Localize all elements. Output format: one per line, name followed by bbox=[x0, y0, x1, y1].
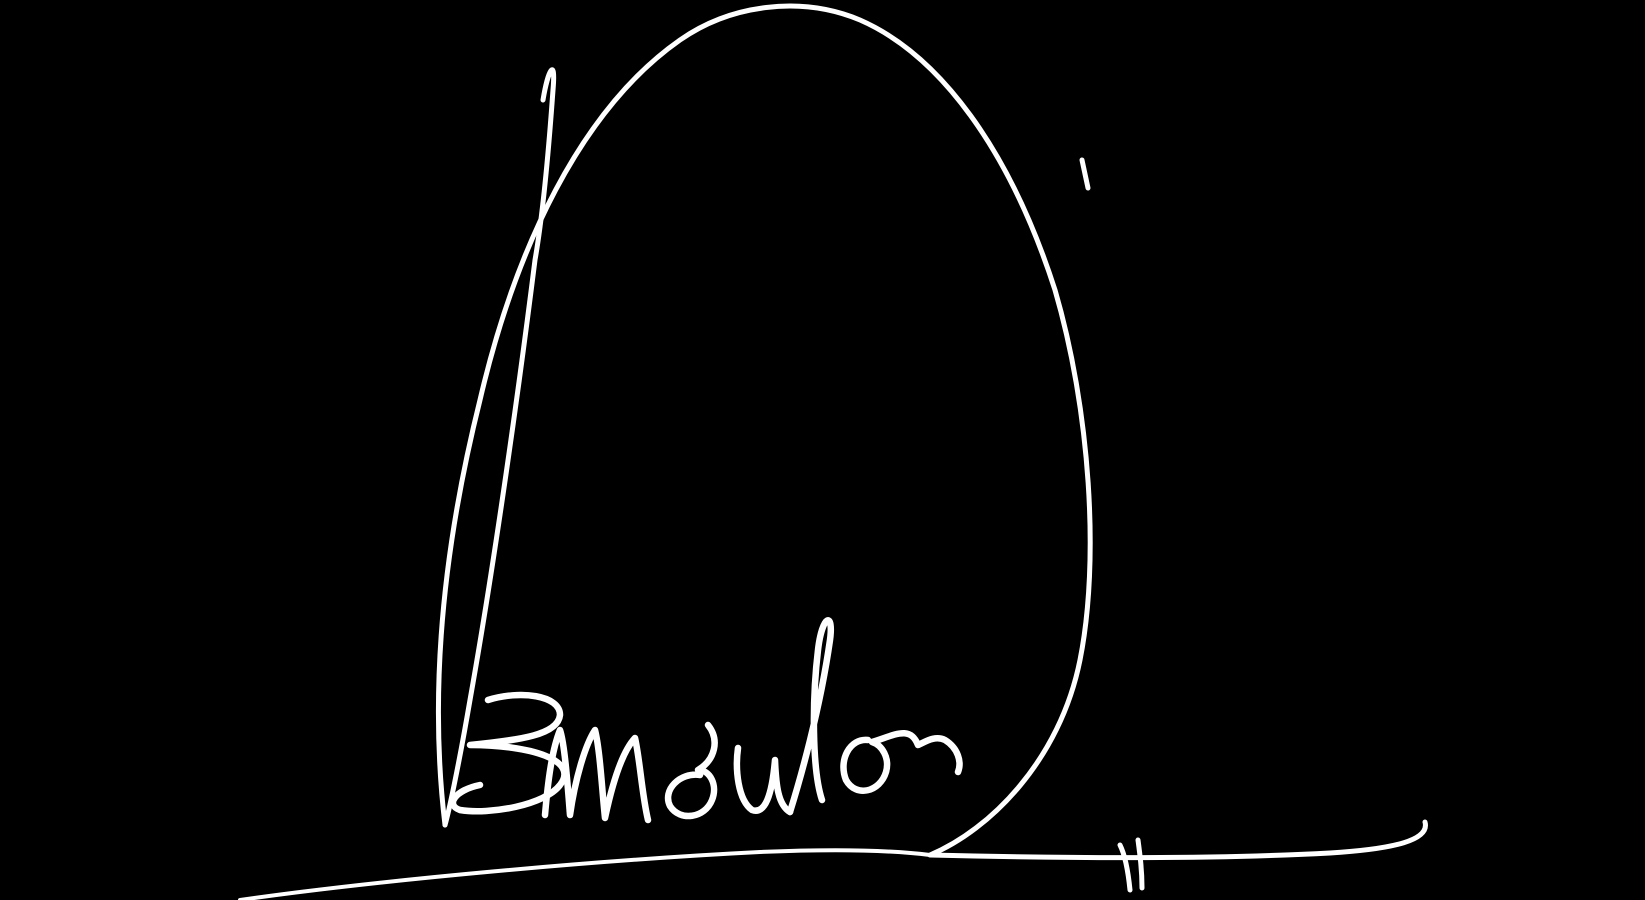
signature-letter-o bbox=[664, 721, 718, 820]
signature-letter-u bbox=[733, 744, 794, 816]
signature-letter-or bbox=[840, 730, 963, 794]
signature-letter-l bbox=[786, 617, 835, 816]
signature-letter-m bbox=[541, 726, 652, 824]
signature-lower-flourish bbox=[238, 848, 932, 900]
signature-vertical-stroke bbox=[442, 67, 557, 828]
signature-underline-tick bbox=[1117, 837, 1145, 893]
signature-accent-mark bbox=[1079, 157, 1091, 191]
signature-loop-stroke bbox=[435, 3, 1428, 861]
signature-letter-b bbox=[449, 691, 568, 815]
